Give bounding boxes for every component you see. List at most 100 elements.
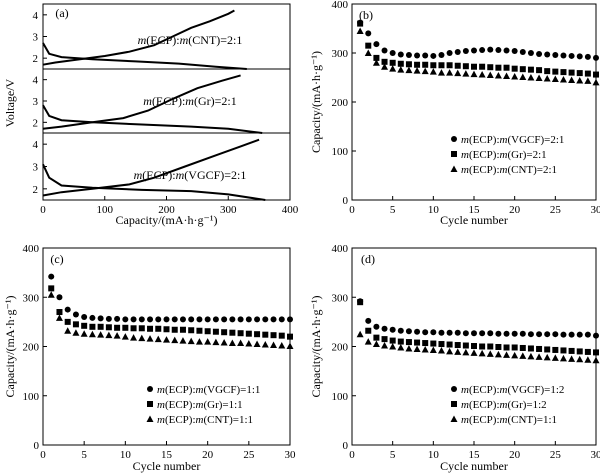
data-point (438, 341, 445, 348)
curve-discharge (42, 163, 266, 201)
data-point (551, 354, 559, 361)
data-point (130, 316, 137, 323)
data-point (519, 330, 526, 337)
x-tick-label: 20 (509, 449, 521, 461)
data-point (262, 316, 269, 323)
data-point (365, 317, 372, 324)
data-point (560, 347, 567, 354)
legend-label: m(ECP):m(Gr)=1:2 (461, 399, 547, 411)
data-point (422, 329, 429, 336)
data-point (287, 316, 293, 323)
data-point (438, 329, 445, 336)
data-point (422, 340, 429, 347)
series (47, 291, 294, 350)
data-point (454, 342, 461, 349)
data-point (429, 68, 437, 75)
data-point (97, 323, 104, 330)
x-tick-label: 30 (591, 449, 600, 461)
data-point (373, 334, 380, 341)
data-point (179, 316, 186, 323)
x-tick-label: 300 (220, 204, 237, 216)
data-point (536, 67, 543, 74)
data-point (544, 331, 551, 338)
x-tick-label: 10 (120, 449, 132, 461)
data-point (122, 324, 129, 331)
panel-label: (c) (50, 252, 63, 266)
x-tick-label: 0 (349, 449, 355, 461)
data-point (576, 70, 583, 77)
x-tick-label: 25 (243, 449, 255, 461)
panel-a-subplot: 2 3 4 m(ECP):m(VGCF)=2:1 (33, 138, 266, 201)
x-axis-label: Cycle number (440, 459, 508, 473)
data-point (470, 70, 478, 78)
data-point (212, 316, 219, 323)
data-point (551, 75, 559, 82)
y-tick-label: 300 (332, 48, 349, 60)
y-tick-label: 400 (332, 243, 349, 255)
data-point (552, 331, 559, 338)
data-point (430, 62, 437, 69)
data-point (155, 325, 162, 332)
curve-charge (42, 74, 241, 130)
data-point (397, 338, 404, 345)
data-point (389, 343, 397, 350)
data-point (487, 330, 494, 337)
data-point (471, 47, 477, 54)
panel-label: (d) (361, 252, 375, 266)
data-point (405, 61, 412, 68)
data-point (405, 66, 413, 74)
series (356, 330, 600, 364)
data-point (121, 333, 129, 340)
data-point (381, 336, 388, 343)
series (356, 27, 600, 86)
data-point (535, 353, 543, 360)
x-tick-label: 200 (158, 204, 175, 216)
data-point (122, 316, 129, 323)
data-point (245, 316, 252, 323)
x-tick-label: 10 (428, 449, 440, 461)
data-point (364, 49, 372, 56)
data-point (471, 330, 477, 337)
data-point (487, 46, 494, 53)
data-point (221, 316, 228, 323)
data-point (365, 30, 372, 37)
legend-label: m(ECP):m(VGCF)=1:1 (157, 384, 260, 396)
x-tick-label: 5 (390, 449, 396, 461)
data-point (568, 69, 575, 76)
y-tick-label: 200 (332, 342, 349, 354)
data-point (462, 348, 470, 356)
y-tick-label: 4 (33, 75, 39, 87)
legend-label: m(ECP):m(CNT)=1:1 (461, 414, 557, 426)
data-point (163, 316, 170, 323)
data-point (405, 339, 412, 346)
data-point (470, 349, 478, 356)
data-point (479, 343, 486, 350)
data-point (560, 331, 567, 338)
data-point (552, 68, 559, 75)
data-point (64, 318, 71, 325)
data-point (576, 76, 584, 84)
data-point (471, 63, 477, 70)
data-point (511, 65, 518, 72)
subplot-label: m(ECP):m(CNT)=2:1 (138, 33, 243, 47)
data-point (196, 316, 203, 323)
series (48, 285, 293, 340)
data-point (261, 341, 269, 348)
x-tick-label: 15 (469, 449, 481, 461)
data-point (155, 316, 162, 323)
data-point (81, 313, 88, 320)
data-point (593, 332, 599, 339)
data-point (503, 47, 510, 54)
x-tick-label: 30 (591, 204, 600, 216)
data-point (511, 73, 519, 80)
data-point (446, 329, 453, 336)
data-point (254, 316, 261, 323)
data-point (270, 332, 277, 339)
data-point (114, 324, 121, 331)
data-point (105, 324, 112, 331)
data-point (487, 64, 494, 71)
data-point (245, 330, 252, 337)
data-point (536, 331, 543, 338)
data-point (454, 49, 461, 56)
